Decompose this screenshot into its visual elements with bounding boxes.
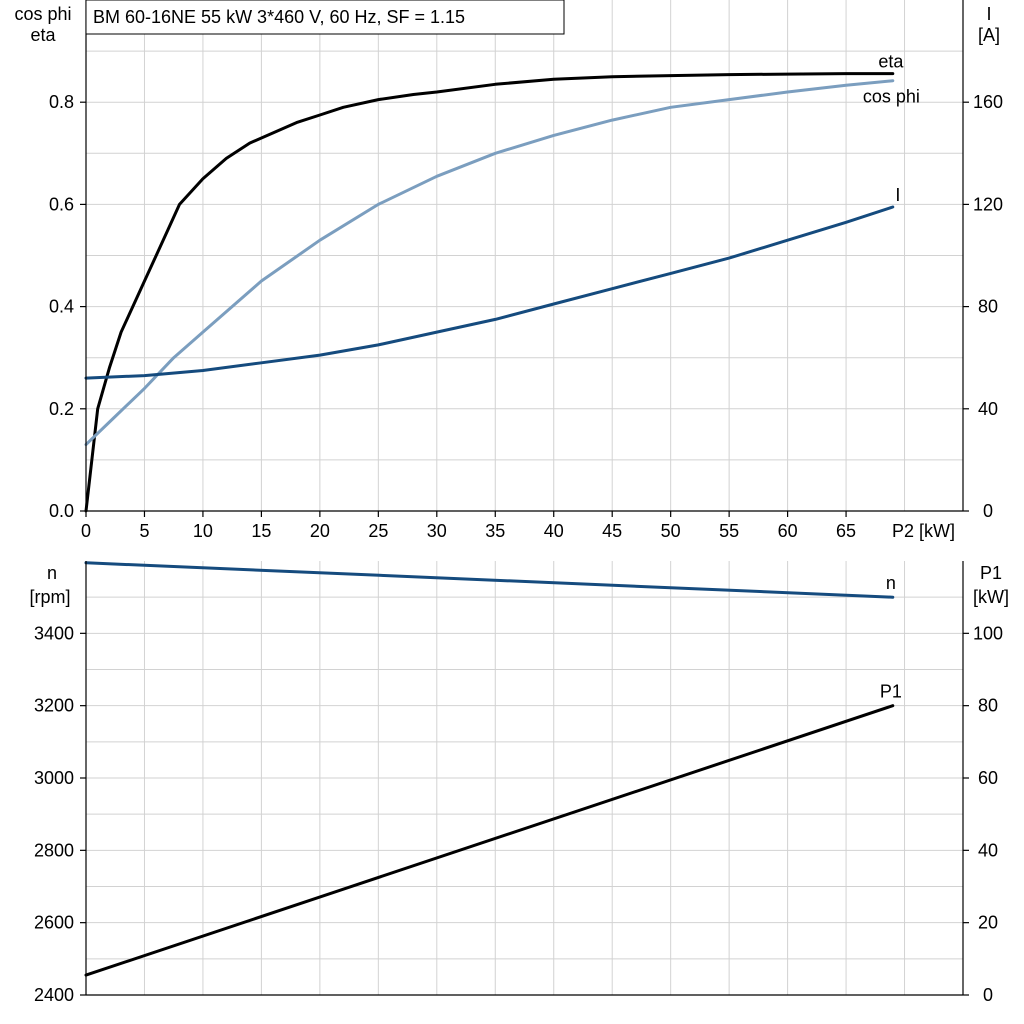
left-y-tick-label: 2400 xyxy=(34,985,74,1005)
x-tick-label: 0 xyxy=(81,521,91,541)
x-tick-label: 65 xyxy=(836,521,856,541)
x-tick-label: 35 xyxy=(485,521,505,541)
bottom-right-axis-label-2: [kW] xyxy=(973,587,1009,607)
left-y-tick-label: 2600 xyxy=(34,913,74,933)
top-right-axis-label-1: I xyxy=(986,4,991,24)
top-left-axis-label-2: eta xyxy=(30,25,56,45)
left-y-tick-label: 0.4 xyxy=(49,297,74,317)
right-y-tick-label: 0 xyxy=(983,501,993,521)
x-tick-label: 40 xyxy=(544,521,564,541)
right-y-tick-label: 60 xyxy=(978,768,998,788)
right-y-tick-label: 80 xyxy=(978,297,998,317)
top-grid xyxy=(86,0,963,511)
title-box xyxy=(85,0,565,35)
x-tick-label: 45 xyxy=(602,521,622,541)
x-tick-label: 25 xyxy=(368,521,388,541)
bottom-ticks: 2400 2600 2800 3000 3200 3400 0 20 40 60 80 100 xyxy=(34,623,1003,1005)
x-tick-label: 5 xyxy=(139,521,149,541)
left-y-tick-label: 0.2 xyxy=(49,399,74,419)
left-y-tick-label: 0.0 xyxy=(49,501,74,521)
series-label-cos-phi: cos phi xyxy=(863,87,920,107)
top-ticks: 0.0 0.2 0.4 0.6 0.8 0 40 80 120 160 0 5 10 15 20 25 30 35… xyxy=(49,92,1003,541)
bottom-series: n P1 xyxy=(84,561,902,977)
top-series: eta cos phi I xyxy=(84,52,920,513)
series-line-eta xyxy=(84,72,895,513)
x-tick-label: 50 xyxy=(661,521,681,541)
series-label-eta: eta xyxy=(878,52,904,72)
series-label-i: I xyxy=(895,185,900,205)
chart-title: BM 60-16NE 55 kW 3*460 V, 60 Hz, SF = 1.… xyxy=(93,7,465,27)
right-y-tick-label: 80 xyxy=(978,696,998,716)
right-y-tick-label: 0 xyxy=(983,985,993,1005)
series-line-cos-phi xyxy=(84,79,895,447)
left-y-tick-label: 0.6 xyxy=(49,194,74,214)
left-y-tick-label: 2800 xyxy=(34,840,74,860)
x-tick-label: 55 xyxy=(719,521,739,541)
bottom-panel: n P1 2400 2600 2800 3000 3200 3400 0 20 40 60 80 100… xyxy=(29,561,1009,1005)
right-y-tick-label: 40 xyxy=(978,840,998,860)
x-axis-label: P2 [kW] xyxy=(892,521,955,541)
left-y-tick-label: 3000 xyxy=(34,768,74,788)
x-tick-label: 20 xyxy=(310,521,330,541)
series-line-n xyxy=(84,561,895,599)
series-label-n: n xyxy=(886,573,896,593)
x-tick-label: 15 xyxy=(251,521,271,541)
bottom-left-axis-label-2: [rpm] xyxy=(29,587,70,607)
series-line-p1 xyxy=(84,704,895,977)
bottom-grid xyxy=(86,561,963,995)
left-y-tick-label: 3400 xyxy=(34,623,74,643)
x-tick-label: 10 xyxy=(193,521,213,541)
right-y-tick-label: 20 xyxy=(978,913,998,933)
x-tick-label: 30 xyxy=(427,521,447,541)
left-y-tick-label: 3200 xyxy=(34,696,74,716)
series-label-p1: P1 xyxy=(880,682,902,702)
right-y-tick-label: 100 xyxy=(973,623,1003,643)
right-y-tick-label: 160 xyxy=(973,92,1003,112)
bottom-right-axis-label-1: P1 xyxy=(980,563,1002,583)
top-right-axis-label-2: [A] xyxy=(978,25,1000,45)
series-line-i xyxy=(84,205,895,380)
top-left-axis-label-1: cos phi xyxy=(14,4,71,24)
left-y-tick-label: 0.8 xyxy=(49,92,74,112)
bottom-left-axis-label-1: n xyxy=(47,563,57,583)
right-y-tick-label: 120 xyxy=(973,194,1003,214)
right-y-tick-label: 40 xyxy=(978,399,998,419)
x-tick-label: 60 xyxy=(778,521,798,541)
